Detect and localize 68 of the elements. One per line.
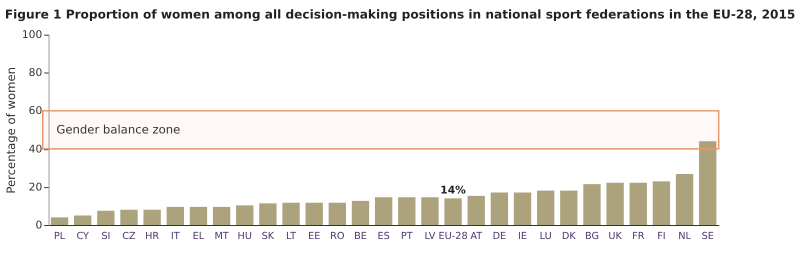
y-axis-title: Percentage of women <box>4 67 18 194</box>
x-tick-label: IT <box>170 231 180 242</box>
bar <box>352 200 370 226</box>
chart-title: Figure 1 Proportion of women among all decision-making positions in national sport federations in the EU-28, 2015 <box>4 8 796 22</box>
x-tick-label: BE <box>354 231 367 242</box>
x-tick-label: EL <box>192 231 205 242</box>
bar <box>398 197 416 226</box>
bar <box>190 206 208 226</box>
data-label: 14% <box>440 184 466 197</box>
x-tick-label: NL <box>678 231 692 242</box>
x-tick-label: CY <box>76 231 90 242</box>
band-label: Gender balance zone <box>56 122 180 137</box>
bar <box>120 210 138 226</box>
bar <box>514 192 532 226</box>
bar <box>328 202 346 226</box>
x-tick-label: PT <box>400 231 413 242</box>
bar <box>236 205 254 226</box>
x-tick-label: EE <box>308 231 320 242</box>
x-tick-label: MT <box>214 231 229 242</box>
x-tick-label: IE <box>518 231 528 242</box>
x-tick-label: ES <box>377 231 390 242</box>
x-tick-label: CZ <box>122 231 136 242</box>
bar <box>166 206 184 226</box>
x-tick-label: HU <box>238 231 252 242</box>
bar <box>306 202 323 226</box>
x-tick-label: SE <box>702 231 714 242</box>
x-tick-label: FI <box>657 231 666 242</box>
x-tick-label: EU-28 <box>438 231 468 242</box>
x-tick-label: UK <box>608 231 622 242</box>
x-tick-label: LU <box>540 231 552 242</box>
x-tick-label: SK <box>262 231 275 242</box>
x-tick-label: DE <box>492 231 506 242</box>
bar <box>676 174 694 226</box>
x-tick-label: FR <box>632 231 645 242</box>
bar <box>74 216 92 226</box>
x-tick-label: HR <box>145 231 160 242</box>
y-tick-label: 80 <box>28 66 42 80</box>
bar <box>560 190 578 226</box>
bar <box>468 196 485 226</box>
bar <box>606 182 624 226</box>
bar <box>536 190 554 226</box>
y-tick-label: 20 <box>28 180 42 194</box>
x-tick-label: AT <box>470 231 482 242</box>
x-tick-label: DK <box>562 231 576 242</box>
y-tick-label: 100 <box>22 28 42 42</box>
y-tick-label: 0 <box>35 218 42 232</box>
bar <box>212 206 230 226</box>
x-tick-label: PL <box>54 231 66 242</box>
x-tick-label: RO <box>330 231 345 242</box>
bar <box>490 192 508 226</box>
bar <box>374 197 392 226</box>
bar <box>259 203 277 226</box>
x-tick-label: SI <box>101 231 110 242</box>
bar <box>421 197 439 226</box>
bar <box>583 184 601 226</box>
x-tick-label: LT <box>286 231 296 242</box>
bar <box>444 198 462 226</box>
y-tick-label: 60 <box>28 104 42 118</box>
x-tick-label: BG <box>584 231 599 242</box>
y-tick-label: 40 <box>28 142 42 156</box>
bar <box>143 210 161 226</box>
x-tick-label: LV <box>424 231 436 242</box>
bar <box>699 141 716 226</box>
bar <box>282 202 300 226</box>
bar <box>630 182 647 226</box>
bar <box>50 217 68 226</box>
bar <box>652 181 670 226</box>
bar <box>97 210 115 226</box>
